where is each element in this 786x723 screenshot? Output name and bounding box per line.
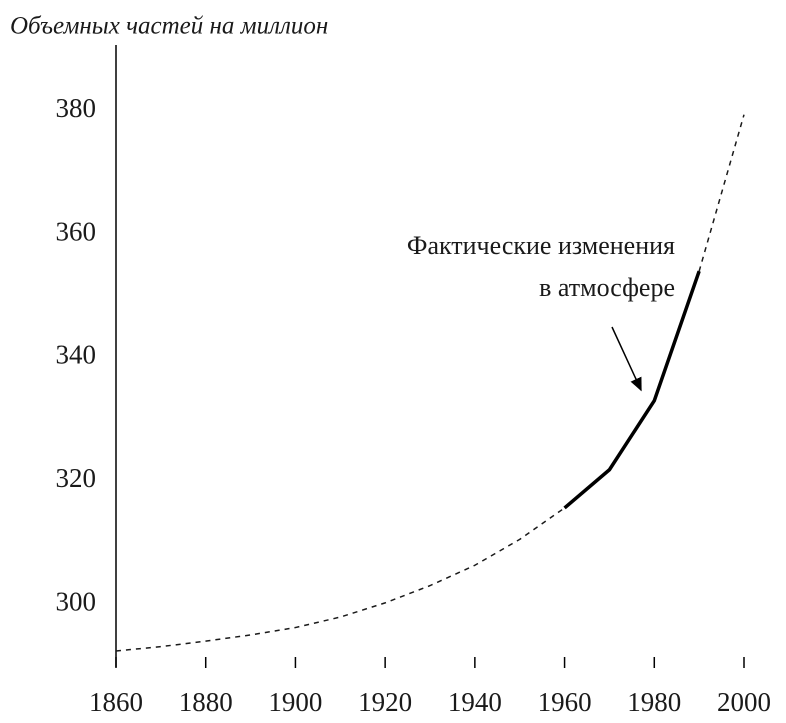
x-tick-label: 1900 [268,687,322,717]
y-tick-label: 380 [56,93,97,123]
x-tick-label: 1980 [627,687,681,717]
x-tick-label: 1880 [179,687,233,717]
x-tick-label: 1860 [89,687,143,717]
annotation: Фактические изменения [407,231,675,260]
line-series [563,270,701,510]
y-tick-label: 320 [56,463,97,493]
y-tick-label: 340 [56,340,97,370]
annotation-arrow [611,326,642,392]
x-tick-label: 1960 [538,687,592,717]
annotation: в атмосфере [539,273,675,302]
y-tick-label: 300 [56,586,97,616]
x-tick-label: 2000 [717,687,771,717]
y-tick-label: 360 [56,216,97,246]
x-tick-label: 1940 [448,687,502,717]
line-series [115,114,745,652]
x-tick-label: 1920 [358,687,412,717]
y-axis-label: Объемных частей на миллион [10,13,328,40]
